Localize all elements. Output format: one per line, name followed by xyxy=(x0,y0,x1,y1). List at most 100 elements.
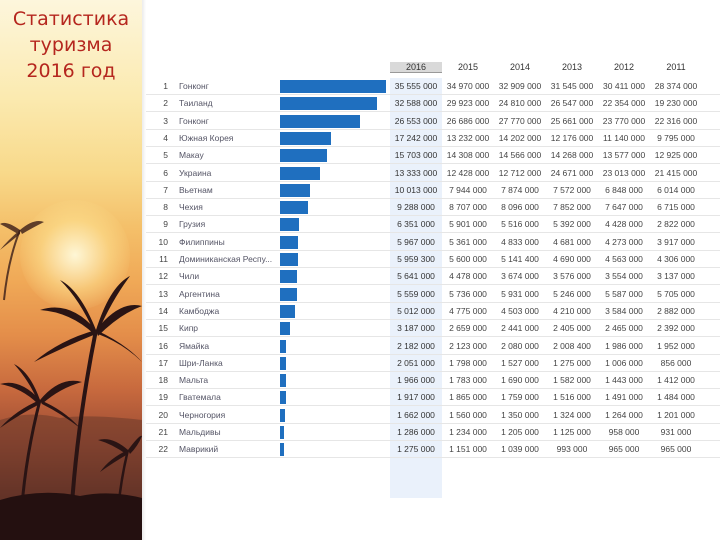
value-cell-2015: 12 428 000 xyxy=(446,167,490,178)
bar-track xyxy=(280,356,386,370)
value-cell-2011: 2 822 000 xyxy=(657,219,695,230)
value-cell-2016: 5 959 300 xyxy=(397,254,435,264)
value-cell-2016: 13 333 000 xyxy=(394,167,438,178)
table-row: 9 Грузия 6 351 000 5 901 000 5 516 000 5 392 … xyxy=(146,216,720,234)
value-cell-2012: 2 465 000 xyxy=(605,323,643,334)
value-cell-2012: 1 986 000 xyxy=(605,340,643,351)
value-cell-2014: 12 712 000 xyxy=(498,167,542,178)
country-cell: Вьетнам xyxy=(179,184,213,195)
value-cell-2012: 6 848 000 xyxy=(605,184,643,195)
value-cell-2011: 2 882 000 xyxy=(657,305,695,316)
arrivals-bar xyxy=(280,391,286,405)
arrivals-bar xyxy=(280,356,287,370)
rank-cell: 8 xyxy=(163,202,168,213)
value-cell-2013: 4 210 000 xyxy=(553,305,591,316)
value-cell-2012: 23 013 000 xyxy=(602,167,646,178)
year-header: 2011 xyxy=(666,62,686,72)
value-cell-2012: 1 264 000 xyxy=(605,409,643,420)
country-cell: Аргентина xyxy=(179,288,220,299)
value-cell-2012: 11 140 000 xyxy=(603,132,645,143)
value-cell-2015: 1 560 000 xyxy=(449,409,487,420)
value-cell-2012: 7 647 000 xyxy=(605,202,643,213)
value-cell-2015: 5 361 000 xyxy=(449,236,487,247)
year-header: 2015 xyxy=(457,62,479,72)
value-cell-2014: 14 202 000 xyxy=(498,132,542,143)
highlight-column-2016 xyxy=(390,78,442,498)
value-cell-2016: 1 286 000 xyxy=(397,427,435,437)
row-divider xyxy=(146,249,720,251)
bar-track xyxy=(280,304,386,318)
bar-track xyxy=(280,391,386,405)
value-cell-2011: 2 392 000 xyxy=(657,323,695,334)
value-cell-2015: 7 944 000 xyxy=(449,184,487,195)
value-cell-2012: 4 563 000 xyxy=(605,254,643,264)
value-cell-2013: 7 572 000 xyxy=(553,184,591,195)
value-cell-2016: 2 051 000 xyxy=(397,357,435,368)
value-cell-2013: 5 246 000 xyxy=(553,288,591,299)
slide-title: Статистика туризма 2016 год xyxy=(0,6,142,84)
row-divider xyxy=(146,232,720,234)
row-divider xyxy=(146,215,720,217)
value-cell-2011: 1 952 000 xyxy=(657,340,695,351)
row-divider xyxy=(146,145,720,147)
bar-track xyxy=(280,166,386,180)
bar-track xyxy=(280,201,386,215)
bar-track xyxy=(280,235,386,249)
table-row: 17 Шри-Ланка 2 051 000 1 798 000 1 527 000 1 … xyxy=(146,355,720,372)
value-cell-2011: 931 000 xyxy=(660,427,692,437)
country-cell: Камбоджа xyxy=(179,305,220,316)
row-divider xyxy=(146,284,720,286)
title-line: туризма xyxy=(29,34,113,56)
rank-cell: 22 xyxy=(158,444,168,455)
sunset-palm-background: Статистика туризма 2016 год xyxy=(0,0,142,540)
value-cell-2016: 35 555 000 xyxy=(394,81,438,91)
value-cell-2014: 1 759 000 xyxy=(501,392,539,403)
country-cell: Мальдивы xyxy=(179,427,221,437)
table-row: 11 Доминиканская Респу... 5 959 300 5 600 0… xyxy=(146,251,720,268)
year-header: 2012 xyxy=(613,62,635,72)
bar-track xyxy=(280,426,386,439)
country-cell: Шри-Ланка xyxy=(179,357,223,368)
arrivals-bar xyxy=(280,166,320,180)
value-cell-2014: 8 096 000 xyxy=(501,202,539,213)
table-row: 6 Украина 13 333 000 12 428 000 12 712 000 24… xyxy=(146,165,720,182)
rank-cell: 17 xyxy=(158,357,168,368)
value-cell-2014: 32 909 000 xyxy=(498,81,542,91)
country-cell: Гонконг xyxy=(179,81,209,91)
value-cell-2012: 4 428 000 xyxy=(605,219,643,230)
year-header: 2013 xyxy=(561,62,583,72)
country-cell: Чили xyxy=(179,271,200,282)
rank-cell: 21 xyxy=(158,427,168,437)
row-divider xyxy=(146,197,720,199)
value-cell-2015: 2 659 000 xyxy=(449,323,487,334)
value-cell-2016: 32 588 000 xyxy=(394,98,438,109)
value-cell-2016: 1 917 000 xyxy=(397,392,435,403)
value-cell-2015: 1 798 000 xyxy=(449,357,487,368)
value-cell-2016: 15 703 000 xyxy=(394,150,438,161)
value-cell-2014: 5 141 400 xyxy=(501,254,539,264)
row-divider xyxy=(146,318,720,320)
table-row: 2 Таиланд 32 588 000 29 923 000 24 810 000 26… xyxy=(146,95,720,113)
arrivals-bar xyxy=(280,408,285,422)
value-cell-2013: 31 545 000 xyxy=(550,81,594,91)
row-divider xyxy=(146,370,720,372)
rank-cell: 20 xyxy=(158,409,168,420)
table-row: 22 Маврикий 1 275 000 1 151 000 1 039 000 993… xyxy=(146,441,720,459)
value-cell-2011: 3 137 000 xyxy=(657,271,695,282)
table-row: 4 Южная Корея 17 242 000 13 232 000 14 202 0… xyxy=(146,130,720,147)
value-cell-2014: 2 080 000 xyxy=(501,340,539,351)
table-row: 8 Чехия 9 288 000 8 707 000 8 096 000 7 852 0… xyxy=(146,199,720,217)
value-cell-2013: 25 661 000 xyxy=(550,115,594,126)
table-row: 3 Гонконг 26 553 000 26 686 000 27 770 000 25… xyxy=(146,113,720,130)
table-row: 1 Гонконг 35 555 000 34 970 000 32 909 000 31… xyxy=(146,78,720,95)
value-cell-2011: 965 000 xyxy=(660,444,692,455)
row-divider xyxy=(146,336,720,338)
country-cell: Гонконг xyxy=(179,115,209,126)
value-cell-2016: 5 967 000 xyxy=(397,236,435,247)
row-divider xyxy=(146,111,720,113)
table-row: 21 Мальдивы 1 286 000 1 234 000 1 205 000 1 1… xyxy=(146,424,720,441)
value-cell-2013: 14 268 000 xyxy=(550,150,594,161)
value-cell-2013: 5 392 000 xyxy=(553,219,591,230)
table-row: 10 Филиппины 5 967 000 5 361 000 4 833 000 4 … xyxy=(146,234,720,251)
value-cell-2014: 27 770 000 xyxy=(498,115,542,126)
